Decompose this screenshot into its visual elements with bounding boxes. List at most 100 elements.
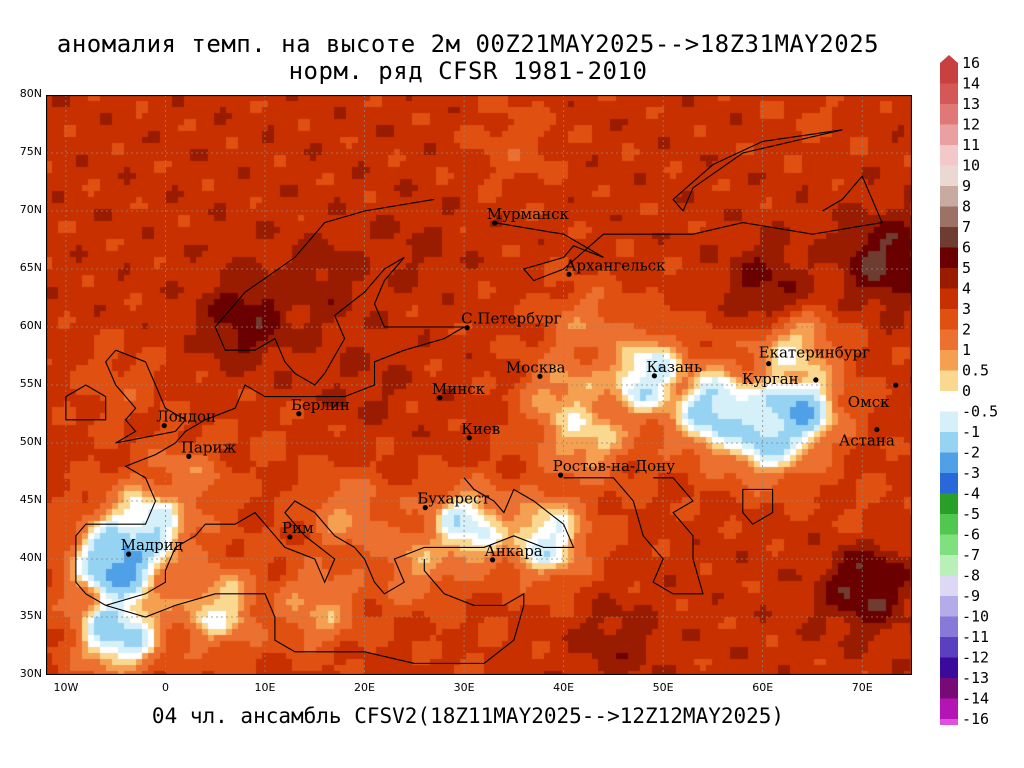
lat-tick-label: 45N bbox=[19, 493, 42, 506]
coastline bbox=[65, 384, 107, 421]
city-marker bbox=[651, 373, 657, 379]
legend-label: -14 bbox=[962, 690, 989, 708]
city-marker bbox=[766, 361, 772, 367]
lat-tick-label: 35N bbox=[19, 609, 42, 622]
city-marker bbox=[287, 534, 293, 540]
legend-label: 4 bbox=[962, 280, 971, 298]
legend-swatch bbox=[940, 534, 958, 556]
legend-swatch bbox=[940, 452, 958, 474]
lat-tick-label: 75N bbox=[19, 145, 42, 158]
city-label: Рим bbox=[282, 519, 314, 537]
legend-label: 7 bbox=[962, 218, 971, 236]
city-label: Мадрид bbox=[121, 536, 183, 554]
legend-swatch bbox=[940, 370, 958, 392]
lat-tick-label: 30N bbox=[19, 667, 42, 680]
lon-tick-label: 70E bbox=[851, 681, 873, 694]
coastline bbox=[105, 559, 525, 664]
coastline bbox=[75, 198, 575, 606]
legend-swatch bbox=[940, 186, 958, 207]
legend-label: -2 bbox=[962, 444, 980, 462]
city-label: Москва bbox=[506, 358, 566, 376]
legend-swatch bbox=[940, 350, 958, 371]
lon-tick-label: 0 bbox=[161, 681, 169, 694]
color-legend: 16 14 13 12 11 10 9 8 7 6 5 4 3 2 1 0.5 0 -0.5 -1 -2 -3 -4 -5 -… bbox=[940, 54, 998, 725]
legend-label: 13 bbox=[962, 95, 980, 113]
legend-label: -10 bbox=[962, 608, 989, 626]
city-marker bbox=[186, 453, 192, 459]
legend-swatch bbox=[940, 493, 958, 515]
legend-label: -11 bbox=[962, 628, 989, 646]
city-marker bbox=[466, 435, 472, 441]
city-marker bbox=[489, 557, 496, 563]
legend-swatch bbox=[940, 575, 958, 597]
city-label: Анкара bbox=[485, 542, 543, 560]
lat-tick-label: 40N bbox=[19, 551, 42, 564]
legend-swatch bbox=[940, 63, 958, 84]
legend-label: 14 bbox=[962, 75, 980, 93]
legend-swatch bbox=[940, 555, 958, 576]
legend-label: -5 bbox=[962, 505, 980, 523]
lat-tick-label: 70N bbox=[19, 203, 42, 216]
legend-label: 0.5 bbox=[962, 362, 989, 380]
city-label: Париж bbox=[181, 438, 237, 456]
legend-swatch bbox=[940, 83, 958, 105]
city-marker bbox=[492, 220, 498, 226]
city-label: Мурманск bbox=[487, 205, 570, 223]
legend-arrow-up bbox=[940, 55, 958, 63]
legend-label: 16 bbox=[962, 54, 980, 72]
city-label: Омск bbox=[848, 393, 890, 411]
legend-swatch bbox=[940, 288, 958, 310]
legend-swatch bbox=[940, 411, 958, 433]
legend-swatch bbox=[940, 206, 958, 228]
city-label: Лондон bbox=[156, 408, 216, 426]
legend-label: -13 bbox=[962, 669, 989, 687]
lon-tick-label: 40E bbox=[553, 681, 575, 694]
ensemble-caption: 04 чл. ансамбль CFSV2(18Z11MAY2025-->12Z… bbox=[151, 704, 785, 728]
legend-label: -9 bbox=[962, 587, 980, 605]
legend-swatch bbox=[940, 268, 958, 289]
lon-tick-label: 10E bbox=[254, 681, 276, 694]
legend-swatch bbox=[940, 247, 958, 269]
city-marker bbox=[161, 423, 167, 429]
city-marker bbox=[893, 382, 899, 388]
legend-label: -12 bbox=[962, 649, 989, 667]
legend-swatch bbox=[940, 678, 958, 699]
legend-label: 8 bbox=[962, 198, 971, 216]
lon-tick-label: 60E bbox=[752, 681, 774, 694]
legend-swatch bbox=[940, 514, 958, 535]
lon-tick-label: 30E bbox=[453, 681, 475, 694]
city-label: Ростов-на-Дону bbox=[553, 457, 676, 475]
legend-label: 11 bbox=[962, 136, 980, 154]
map-title-line1: аномалия темп. на высоте 2м 00Z21MAY2025… bbox=[56, 30, 880, 58]
city-label: Минск bbox=[432, 380, 486, 398]
city-marker bbox=[296, 411, 302, 417]
legend-label: 0 bbox=[962, 382, 971, 400]
lat-tick-label: 80N bbox=[19, 87, 42, 100]
legend-label: -4 bbox=[962, 485, 980, 503]
city-label: Берлин bbox=[291, 396, 350, 414]
legend-swatch bbox=[940, 473, 958, 494]
lon-tick-label: 20E bbox=[354, 681, 375, 694]
legend-swatch bbox=[940, 616, 958, 638]
legend-swatch bbox=[940, 637, 958, 658]
city-label: Бухарест bbox=[417, 490, 489, 508]
map-overlay: Мурманск Архангельск С.Петербург Москва Каза… bbox=[46, 95, 912, 675]
city-marker bbox=[437, 395, 443, 401]
legend-label: -8 bbox=[962, 567, 980, 585]
city-label: Екатеринбург bbox=[759, 344, 870, 362]
legend-swatch bbox=[940, 391, 958, 412]
lon-tick-label: 50E bbox=[652, 681, 674, 694]
legend-label: 6 bbox=[962, 239, 971, 257]
legend-label: 10 bbox=[962, 157, 980, 175]
legend-label: -0.5 bbox=[962, 403, 998, 421]
city-marker bbox=[422, 505, 428, 511]
coastline bbox=[672, 129, 843, 212]
lat-tick-label: 65N bbox=[19, 261, 42, 274]
legend-label: -16 bbox=[962, 710, 989, 725]
legend-label: -1 bbox=[962, 423, 980, 441]
city-marker bbox=[566, 271, 572, 277]
legend-swatch bbox=[940, 309, 958, 330]
lon-tick-label: 10W bbox=[53, 681, 79, 694]
legend-swatch bbox=[940, 596, 958, 617]
lat-tick-label: 55N bbox=[19, 377, 42, 390]
